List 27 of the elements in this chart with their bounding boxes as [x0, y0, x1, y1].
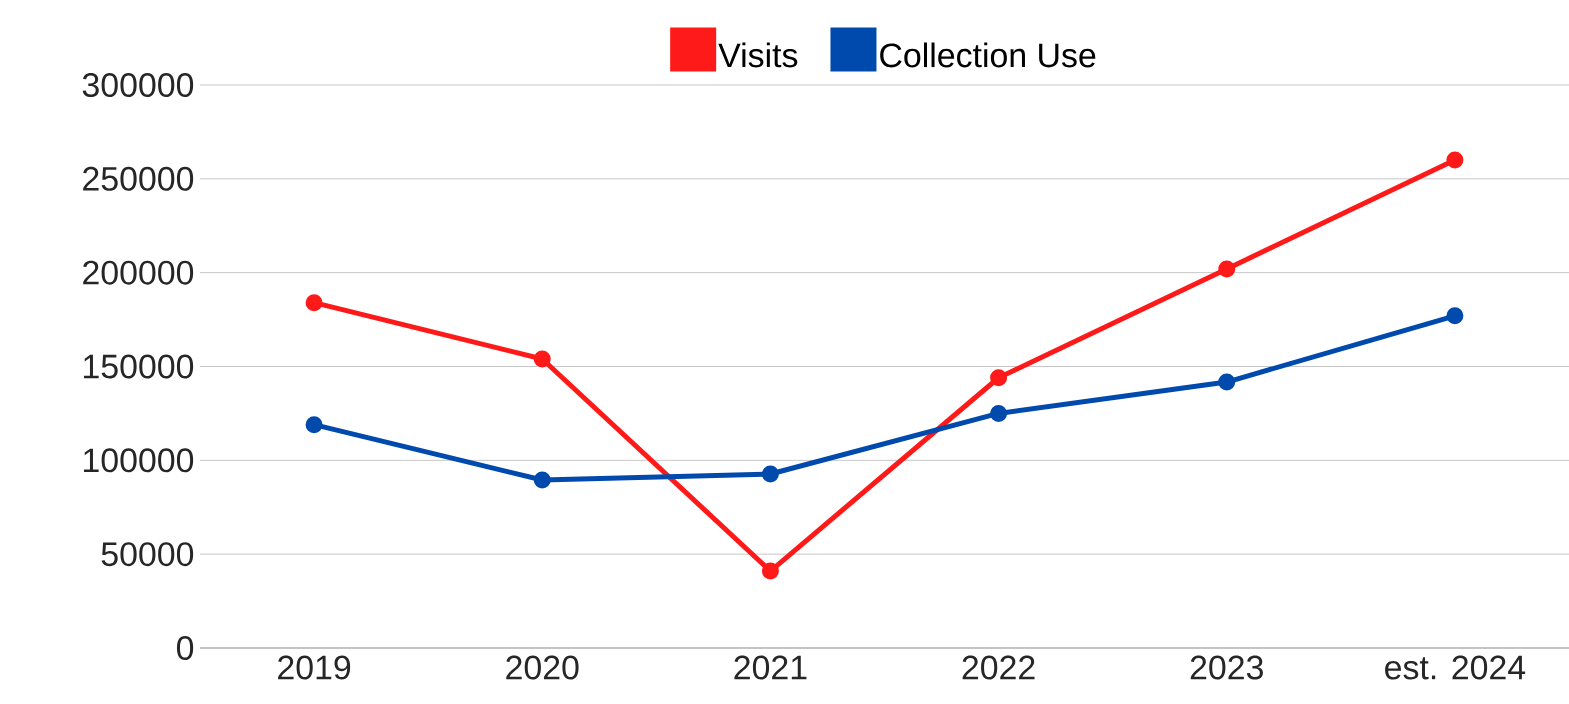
point — [305, 416, 323, 434]
point — [305, 294, 323, 312]
y-tick-label: 0 — [176, 636, 194, 660]
point — [1446, 151, 1464, 169]
point — [1218, 260, 1236, 278]
y-tick-label: 150000 — [84, 354, 194, 379]
x-tick-label: 2021 — [734, 655, 807, 680]
point — [990, 369, 1008, 387]
point — [1446, 307, 1464, 325]
point — [533, 471, 551, 489]
y-tick-label: 200000 — [83, 260, 194, 285]
x-tick-label: 2022 — [962, 655, 1035, 680]
x-tick-label: 2019 — [278, 655, 351, 680]
y-tick-label: 250000 — [83, 166, 194, 191]
legend-label: Collection Use — [880, 42, 1096, 68]
x-tick-label: 2023 — [1190, 655, 1263, 680]
point — [761, 465, 779, 483]
legend-label: Visits — [718, 42, 798, 68]
y-tick-label: 100000 — [84, 448, 194, 473]
point — [533, 350, 551, 368]
x-tick-label: est. 2024 — [1385, 655, 1526, 680]
point — [1218, 373, 1236, 391]
y-tick-label: 50000 — [101, 542, 194, 567]
point — [990, 404, 1008, 422]
x-tick-label: 2020 — [506, 655, 579, 680]
y-tick-label: 300000 — [82, 73, 194, 97]
point — [761, 562, 779, 580]
